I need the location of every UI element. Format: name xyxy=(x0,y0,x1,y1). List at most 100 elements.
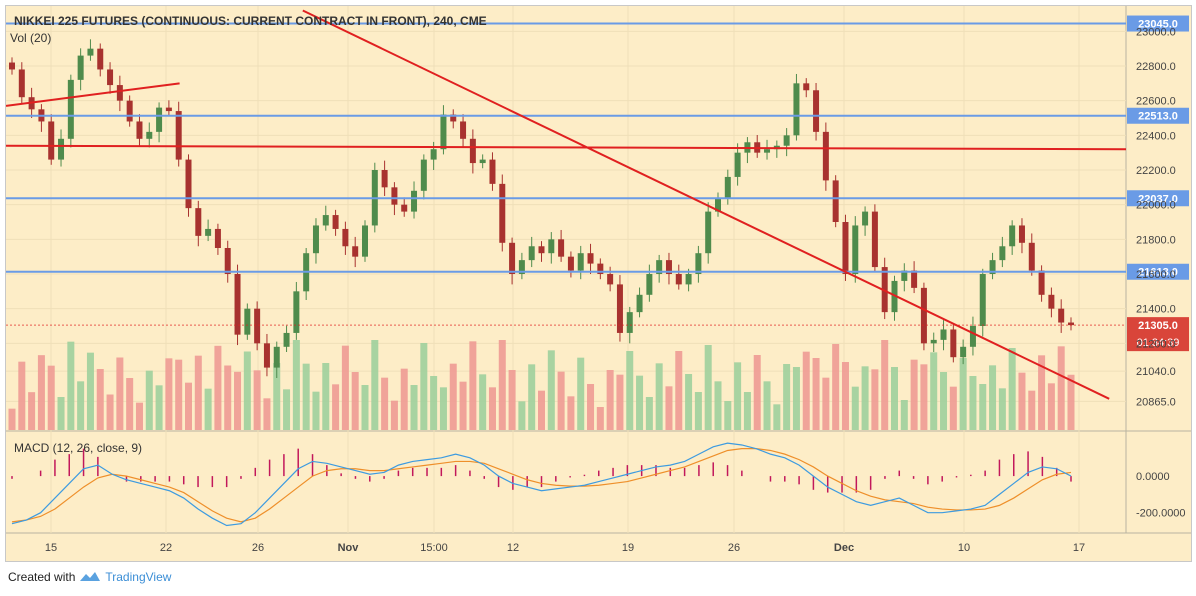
candle-body xyxy=(273,346,280,368)
last-price-badge xyxy=(1127,317,1189,352)
candle-body xyxy=(362,225,368,257)
volume-bar xyxy=(910,359,918,430)
volume-bar xyxy=(508,370,516,430)
volume-bar xyxy=(67,341,75,430)
chart-frame[interactable]: 23045.0 22513.0 22037.0 21613.0 21305.0 01:34… xyxy=(5,5,1192,562)
volume-bar xyxy=(283,389,291,430)
candle-body xyxy=(646,274,653,295)
candle-body xyxy=(283,332,290,347)
volume-bar xyxy=(979,384,987,430)
candle-body xyxy=(695,253,702,274)
volume-bar xyxy=(498,340,506,430)
level-layer: 23045.0 22513.0 22037.0 21613.0 21305.0 01:34… xyxy=(5,9,1189,400)
volume-bar xyxy=(930,352,938,430)
volume-bar xyxy=(587,384,595,430)
volume-bar xyxy=(694,392,702,430)
volume-bar xyxy=(881,340,889,430)
volume-bar xyxy=(1047,383,1055,430)
volume-bar xyxy=(1018,372,1026,430)
candle-body xyxy=(224,248,231,274)
volume-bar xyxy=(920,364,928,430)
volume-bar xyxy=(626,351,634,430)
candle-body xyxy=(724,176,731,198)
volume-bar xyxy=(606,370,614,430)
volume-bar xyxy=(655,363,663,430)
candle-body xyxy=(518,260,525,274)
volume-bar xyxy=(420,343,428,430)
volume-bar xyxy=(126,378,134,430)
volume-bar xyxy=(940,372,948,430)
candle-body xyxy=(460,121,467,139)
volume-bar xyxy=(155,385,163,430)
candle-body xyxy=(469,138,476,164)
candle-body xyxy=(67,79,74,139)
volume-bar xyxy=(292,340,300,430)
candle-body xyxy=(1058,308,1065,323)
volume-bar xyxy=(900,400,908,430)
candle-body xyxy=(1068,322,1074,326)
candle-body xyxy=(930,339,937,344)
volume-bar xyxy=(459,381,467,430)
candle-body xyxy=(587,253,594,264)
volume-bar xyxy=(891,367,898,430)
volume-bar xyxy=(47,365,55,430)
volume-bar xyxy=(96,369,104,430)
candle-body xyxy=(312,225,319,254)
candle-body xyxy=(979,274,986,326)
signal-line xyxy=(11,448,1072,523)
candle-body xyxy=(616,284,623,333)
candle-body xyxy=(352,246,359,257)
candle-body xyxy=(116,85,123,101)
trend-line-descending-trend xyxy=(302,9,1110,400)
candle-body xyxy=(852,225,859,274)
volume-bar xyxy=(783,364,791,430)
volume-bar xyxy=(1067,374,1075,430)
candle-body xyxy=(77,55,84,80)
volume-bar xyxy=(8,408,16,430)
price-tick-label: 22600.0 xyxy=(1136,96,1176,108)
chart-svg[interactable]: 23045.0 22513.0 22037.0 21613.0 21305.0 01:34… xyxy=(5,6,1191,561)
volume-bar xyxy=(194,355,202,430)
volume-bar xyxy=(37,355,45,430)
candle-body xyxy=(597,263,604,274)
price-tick-label: 21400.0 xyxy=(1136,304,1176,316)
time-tick-label: Dec xyxy=(834,542,854,554)
volume-bar xyxy=(734,362,742,430)
volume-bar xyxy=(341,345,349,430)
candle-body xyxy=(607,274,614,285)
candle-body xyxy=(871,211,878,268)
time-tick-label: 10 xyxy=(958,542,970,554)
volume-bar xyxy=(724,401,732,430)
time-tick-label: 12 xyxy=(507,542,519,554)
volume-bar xyxy=(263,398,271,430)
price-tick-label: 21600.0 xyxy=(1136,269,1176,281)
volume-bar xyxy=(1008,348,1016,430)
candle-body xyxy=(87,48,94,56)
volume-bar xyxy=(802,351,810,430)
volume-bar xyxy=(714,381,722,430)
volume-bar xyxy=(645,397,653,430)
volume-bar xyxy=(312,391,320,430)
candle-body xyxy=(920,287,927,344)
candle-body xyxy=(950,329,957,358)
candle-body xyxy=(450,114,457,122)
volume-bar xyxy=(841,362,849,430)
candle-body xyxy=(685,274,692,285)
candle-body xyxy=(832,180,839,222)
candle-body xyxy=(18,69,25,98)
volume-bar xyxy=(253,370,261,430)
candle-body xyxy=(528,246,535,261)
tradingview-link[interactable]: TradingView xyxy=(105,570,172,584)
candle-body xyxy=(911,270,918,288)
axis-layer: 23000.0 22800.0 22600.0 22400.0 22200.0 22000… xyxy=(45,26,1186,554)
candle-body xyxy=(156,107,163,132)
time-tick-label: 19 xyxy=(622,542,634,554)
candle-body xyxy=(734,152,741,177)
price-tick-label: 22800.0 xyxy=(1136,61,1176,73)
candle-body xyxy=(205,228,212,236)
volume-bar xyxy=(773,404,781,430)
volume-bar xyxy=(851,386,859,430)
candle-body xyxy=(195,208,202,236)
volume-bar xyxy=(704,345,712,430)
candle-body xyxy=(9,62,15,70)
